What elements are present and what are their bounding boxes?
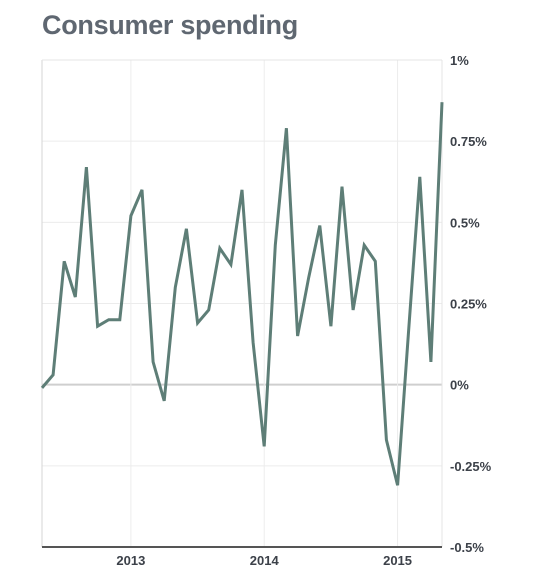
y-tick-label: -0.5% bbox=[450, 540, 484, 555]
gridlines bbox=[42, 59, 442, 548]
y-tick-label: 1% bbox=[450, 53, 469, 68]
y-tick-label: 0.5% bbox=[450, 215, 480, 230]
series-line bbox=[40, 102, 444, 486]
x-tick-label: 2015 bbox=[383, 553, 412, 568]
y-axis-ticks: 1% 0.75% 0.5% 0.25% 0% -0.25% -0.5% bbox=[450, 53, 492, 555]
series-layer bbox=[40, 102, 444, 486]
y-tick-label: 0% bbox=[450, 378, 469, 393]
plot-frame bbox=[41, 59, 443, 548]
x-tick-label: 2014 bbox=[250, 553, 280, 568]
x-axis-ticks: 2013 2014 2015 bbox=[116, 553, 412, 568]
x-tick-label: 2013 bbox=[116, 553, 145, 568]
y-tick-label: 0.25% bbox=[450, 297, 487, 312]
y-tick-label: 0.75% bbox=[450, 134, 487, 149]
chart-title: Consumer spending bbox=[42, 10, 298, 40]
y-tick-label: -0.25% bbox=[450, 459, 492, 474]
